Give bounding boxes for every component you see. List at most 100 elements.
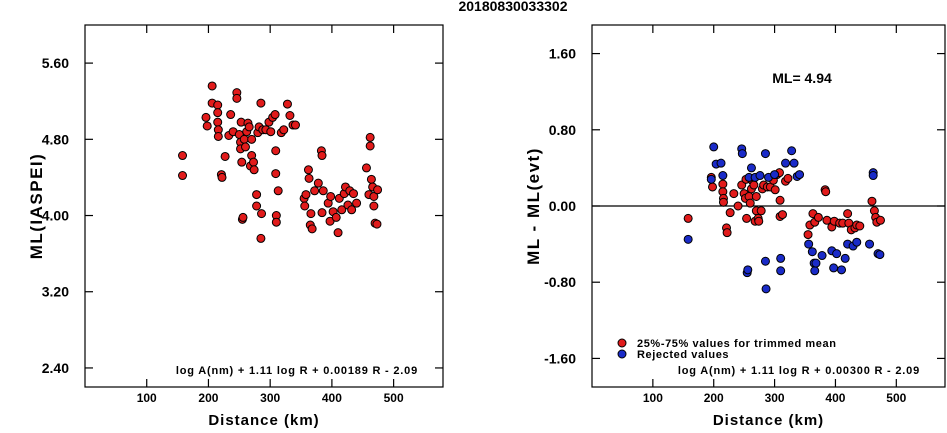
data-point	[365, 141, 375, 151]
data-point	[301, 190, 311, 200]
data-point	[213, 117, 223, 127]
data-point	[722, 228, 732, 238]
y-tick-label: 5.60	[42, 55, 69, 71]
data-point	[207, 81, 217, 91]
data-point	[683, 234, 693, 244]
data-point	[783, 173, 793, 183]
y-tick-label: 0.80	[549, 122, 576, 138]
data-point	[756, 206, 766, 216]
data-point	[770, 170, 780, 180]
y-tick-label: -0.80	[544, 274, 576, 290]
data-point	[821, 187, 831, 197]
data-point	[365, 132, 375, 142]
data-point	[361, 163, 371, 173]
data-point	[733, 201, 743, 211]
data-point	[372, 219, 382, 229]
data-point	[249, 165, 259, 175]
x-tick-label: 500	[384, 391, 404, 405]
data-point	[760, 149, 770, 159]
data-point	[201, 112, 211, 122]
data-point	[349, 189, 358, 199]
data-point	[290, 120, 300, 130]
data-point	[213, 100, 223, 110]
data-point	[755, 171, 765, 181]
data-point	[213, 131, 223, 141]
data-point	[256, 98, 266, 108]
legend-marker	[617, 338, 627, 348]
y-tick-label: 1.60	[549, 46, 576, 62]
data-point	[810, 266, 820, 276]
data-point	[745, 198, 755, 208]
data-point	[313, 178, 323, 188]
data-point	[303, 165, 313, 175]
data-point	[271, 217, 281, 227]
x-tick-label: 500	[886, 391, 906, 405]
data-point	[776, 253, 786, 263]
data-point	[347, 205, 357, 215]
data-point	[781, 158, 791, 168]
data-point	[683, 213, 693, 223]
data-point	[829, 263, 839, 273]
data-point	[226, 110, 236, 120]
data-point	[725, 208, 735, 218]
data-point	[855, 221, 865, 231]
data-point	[337, 205, 347, 215]
data-point	[708, 182, 718, 192]
data-point	[811, 258, 821, 268]
data-point	[252, 190, 262, 200]
y-tick-label: 4.80	[42, 131, 69, 147]
data-point	[817, 251, 827, 261]
ml-annotation: ML= 4.94	[772, 70, 832, 86]
data-point	[804, 239, 814, 249]
legend-label: Rejected values	[637, 349, 729, 361]
data-point	[803, 230, 813, 240]
data-point	[706, 174, 716, 184]
y-tick-label: 0.00	[549, 198, 576, 214]
data-point	[775, 195, 785, 205]
data-point	[867, 196, 877, 206]
data-point	[239, 134, 249, 144]
data-point	[776, 266, 786, 276]
data-point	[746, 163, 756, 173]
x-tick-label: 100	[643, 391, 663, 405]
data-point	[813, 212, 823, 222]
data-point	[737, 149, 747, 159]
data-point	[373, 185, 383, 195]
x-axis-label: Distance (km)	[208, 412, 319, 428]
data-point	[875, 215, 885, 225]
data-point	[729, 189, 739, 199]
data-point	[306, 209, 316, 219]
data-point	[271, 169, 281, 179]
data-point	[718, 171, 728, 181]
data-point	[761, 284, 771, 294]
y-tick-label: 3.20	[42, 284, 69, 300]
formula-text: log A(nm) + 1.11 log R + 0.00300 R - 2.0…	[678, 365, 920, 377]
data-point	[742, 213, 752, 223]
data-point	[333, 228, 343, 238]
data-point	[369, 201, 379, 211]
formula-text: log A(nm) + 1.11 log R + 0.00189 R - 2.0…	[176, 365, 418, 377]
data-point	[178, 151, 188, 161]
data-point	[318, 186, 328, 196]
data-point	[232, 93, 242, 103]
y-tick-label: 2.40	[42, 360, 69, 376]
y-tick-label: -1.60	[544, 350, 576, 366]
data-point	[270, 110, 280, 120]
data-point	[718, 179, 728, 189]
data-point	[331, 212, 341, 222]
data-point	[217, 172, 227, 182]
data-point	[220, 151, 230, 161]
x-tick-label: 400	[322, 391, 342, 405]
data-point	[840, 253, 850, 263]
data-point	[252, 201, 262, 211]
data-point	[770, 185, 780, 195]
data-point	[256, 233, 266, 243]
plot-ml-iaspei: 100 200 300 400 500 2.40 3.20 4.00 4.80 5.60 Dista…	[27, 24, 444, 429]
data-point	[271, 146, 281, 156]
x-axis-label: Distance (km)	[713, 412, 824, 428]
x-tick-label: 300	[260, 391, 280, 405]
data-point	[178, 171, 188, 181]
y-tick-label: 4.00	[42, 208, 69, 224]
data-point	[247, 134, 257, 144]
x-tick-label: 400	[825, 391, 845, 405]
